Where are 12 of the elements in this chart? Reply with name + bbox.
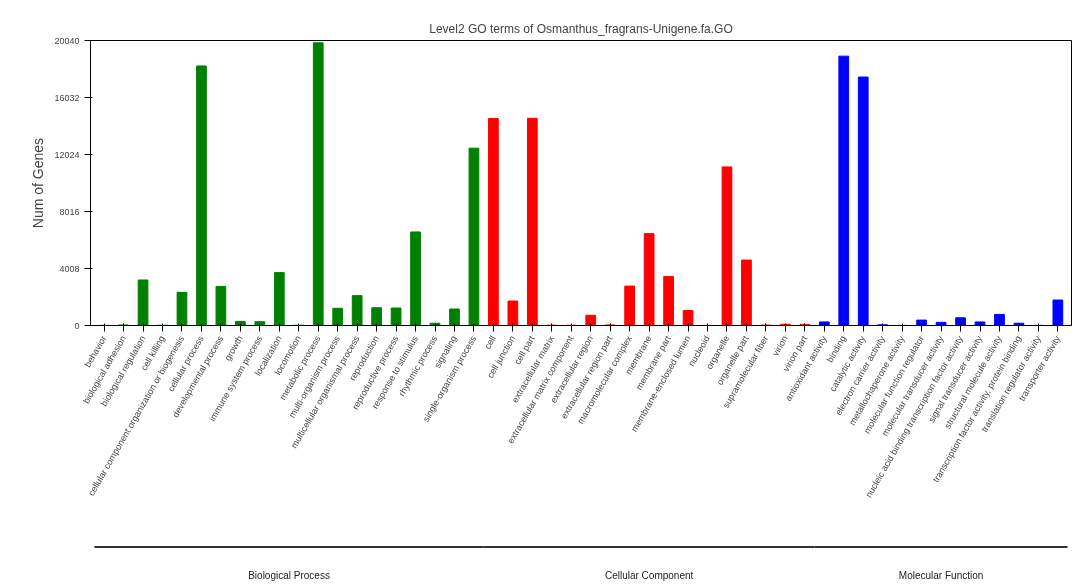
text: Biological Process bbox=[248, 570, 330, 582]
y-tick-label: 12024 bbox=[54, 149, 80, 160]
y-tick-label: 0 bbox=[74, 320, 80, 331]
y-tick-label: 16032 bbox=[54, 92, 80, 103]
chart-title: Level2 GO terms of Osmanthus_fragrans-Unigene.fa.GO bbox=[429, 21, 733, 36]
text: Molecular Function bbox=[898, 570, 984, 582]
y-tick-label: 8016 bbox=[59, 206, 80, 217]
y-axis-title: Num of Genes bbox=[30, 137, 47, 229]
y-tick-label: 4008 bbox=[59, 263, 80, 274]
text: Cellular Component bbox=[604, 570, 694, 582]
x-tick-label: cell bbox=[482, 333, 498, 351]
y-tick-label: 20040 bbox=[54, 35, 80, 46]
